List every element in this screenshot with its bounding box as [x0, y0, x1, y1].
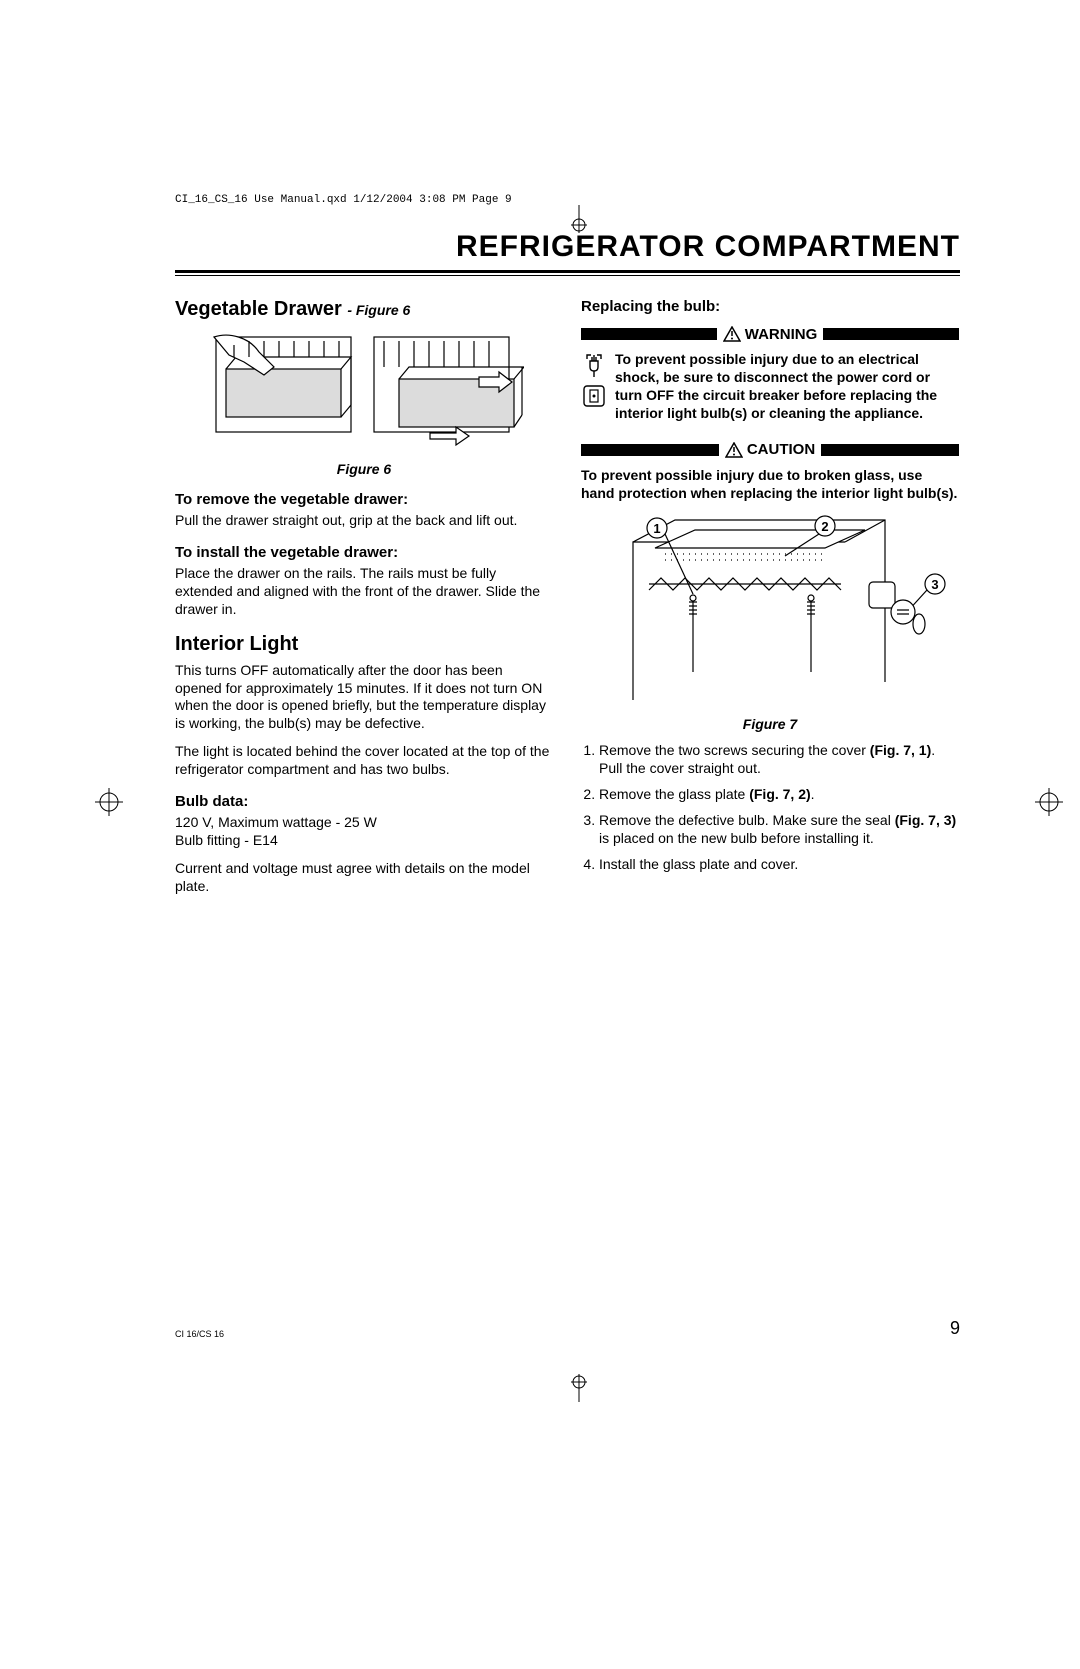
remove-drawer-heading: To remove the vegetable drawer:	[175, 491, 553, 508]
page-title: REFRIGERATOR COMPARTMENT	[175, 230, 960, 264]
title-rule-thick	[175, 270, 960, 273]
interior-light-p2: The light is located behind the cover lo…	[175, 743, 553, 779]
caution-triangle-icon	[725, 442, 743, 458]
footer-page-number: 9	[950, 1318, 960, 1339]
page-content: REFRIGERATOR COMPARTMENT Vegetable Drawe…	[175, 230, 960, 906]
bulb-data-note: Current and voltage must agree with deta…	[175, 860, 553, 896]
footer-model: CI 16/CS 16	[175, 1329, 224, 1339]
step3-text-c: is placed on the new bulb before install…	[599, 830, 874, 846]
caution-label-text: CAUTION	[747, 441, 815, 458]
registration-mark-left-icon	[95, 788, 123, 816]
figure-7-caption: Figure 7	[581, 716, 959, 732]
bulb-step-3: Remove the defective bulb. Make sure the…	[599, 812, 959, 848]
bulb-data-line1: 120 V, Maximum wattage - 25 W	[175, 814, 553, 832]
unplug-icon	[581, 353, 607, 379]
remove-drawer-body: Pull the drawer straight out, grip at th…	[175, 512, 553, 530]
page-footer: CI 16/CS 16 9	[175, 1318, 960, 1339]
step2-text-c: .	[811, 786, 815, 802]
interior-light-heading: Interior Light	[175, 633, 553, 656]
left-column: Vegetable Drawer - Figure 6	[175, 298, 553, 906]
svg-text:1: 1	[653, 521, 660, 536]
interior-light-p1: This turns OFF automatically after the d…	[175, 662, 553, 734]
install-drawer-body: Place the drawer on the rails. The rails…	[175, 565, 553, 619]
caution-bar-right	[821, 444, 959, 456]
vegetable-drawer-figref: - Figure 6	[347, 302, 410, 318]
warning-label: WARNING	[717, 326, 824, 343]
svg-text:2: 2	[821, 519, 828, 534]
install-drawer-heading: To install the vegetable drawer:	[175, 544, 553, 561]
step1-text-a: Remove the two screws securing the cover	[599, 742, 870, 758]
replacing-bulb-heading: Replacing the bulb:	[581, 298, 959, 315]
warning-text: To prevent possible injury due to an ele…	[615, 351, 959, 423]
title-rule-thin	[175, 275, 960, 276]
right-column: Replacing the bulb: WARNING	[581, 298, 959, 906]
warning-label-text: WARNING	[745, 326, 818, 343]
bulb-step-2: Remove the glass plate (Fig. 7, 2).	[599, 786, 959, 804]
step3-text-a: Remove the defective bulb. Make sure the…	[599, 812, 895, 828]
bulb-step-4: Install the glass plate and cover.	[599, 856, 959, 874]
step2-text-a: Remove the glass plate	[599, 786, 749, 802]
breaker-off-icon	[581, 383, 607, 409]
bulb-step-1: Remove the two screws securing the cover…	[599, 742, 959, 778]
vegetable-drawer-heading: Vegetable Drawer - Figure 6	[175, 298, 553, 321]
caution-label: CAUTION	[719, 441, 821, 458]
step1-ref: Fig. 7, 1)	[874, 742, 931, 758]
caution-text: To prevent possible injury due to broken…	[581, 467, 959, 503]
bulb-data-line2: Bulb fitting - E14	[175, 832, 553, 850]
figure-6	[175, 327, 553, 457]
warning-block: To prevent possible injury due to an ele…	[581, 351, 959, 431]
warning-bar-right	[823, 328, 959, 340]
vegetable-drawer-title: Vegetable Drawer	[175, 298, 342, 320]
caution-banner: CAUTION	[581, 439, 959, 461]
figure-6-caption: Figure 6	[175, 461, 553, 477]
registration-mark-right-icon	[1035, 788, 1063, 816]
figure-7-illustration-icon: 1 2 3	[585, 512, 955, 712]
warning-triangle-icon	[723, 326, 741, 342]
svg-text:3: 3	[931, 577, 938, 592]
warning-banner: WARNING	[581, 323, 959, 345]
caution-bar-left	[581, 444, 719, 456]
bulb-data-heading: Bulb data:	[175, 793, 553, 810]
figure-7: 1 2 3	[581, 512, 959, 712]
warning-bar-left	[581, 328, 717, 340]
step3-ref: (Fig. 7, 3)	[895, 812, 956, 828]
step2-ref: Fig. 7, 2)	[754, 786, 811, 802]
crop-mark-bottom-icon	[564, 1372, 594, 1402]
figure-6-illustration-icon	[204, 327, 524, 457]
warning-icon-stack	[581, 353, 607, 409]
bulb-steps: Remove the two screws securing the cover…	[581, 742, 959, 873]
